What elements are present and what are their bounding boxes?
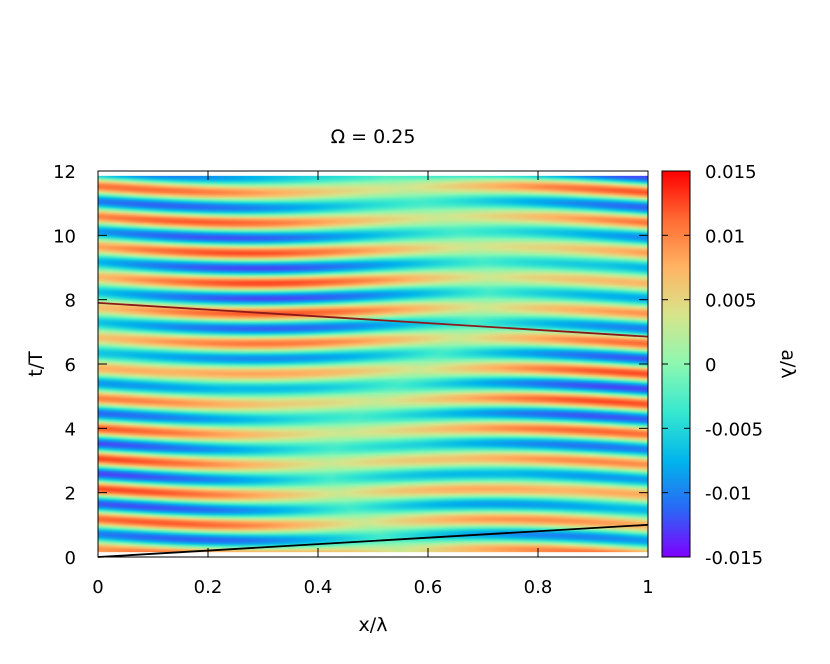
x-tick-label: 1 [642, 577, 653, 598]
colorbar-title: a/λ [777, 349, 799, 378]
y-tick-label: 10 [53, 226, 76, 247]
x-axis-title: x/λ [359, 614, 388, 636]
colorbar-tick-label: -0.01 [705, 484, 752, 505]
x-tick-label: 0.6 [414, 577, 443, 598]
y-axis: 0 2 4 6 8 10 12 [53, 162, 648, 569]
heatmap-image [98, 175, 648, 553]
x-tick-label: 0.2 [194, 577, 223, 598]
y-axis-title: t/T [25, 351, 47, 377]
colorbar-axis: 0.015 0.01 0.005 0 -0.005 -0.01 -0.015 [662, 162, 763, 569]
colorbar-tick-label: -0.005 [705, 419, 763, 440]
x-axis: 0 0.2 0.4 0.6 0.8 1 [92, 171, 654, 598]
x-tick-label: 0.4 [304, 577, 333, 598]
colorbar-tick-label: -0.015 [705, 548, 763, 569]
colorbar-tick-label: 0.005 [705, 291, 757, 312]
x-tick-label: 0.8 [524, 577, 553, 598]
x-tick-label: 0 [92, 577, 103, 598]
y-tick-label: 8 [65, 291, 76, 312]
chart-title: Ω = 0.25 [331, 126, 416, 148]
y-tick-label: 6 [65, 355, 76, 376]
y-tick-label: 4 [65, 419, 76, 440]
colorbar-tick-label: 0 [705, 355, 716, 376]
colorbar-tick-label: 0.01 [705, 226, 745, 247]
y-tick-label: 0 [65, 548, 76, 569]
overlay-line-1 [97, 523, 649, 558]
overlay-lines [97, 301, 649, 558]
overlay-line-2 [97, 301, 649, 338]
y-tick-label: 2 [65, 484, 76, 505]
colorbar-tick-label: 0.015 [705, 162, 757, 183]
y-tick-label: 12 [53, 162, 76, 183]
